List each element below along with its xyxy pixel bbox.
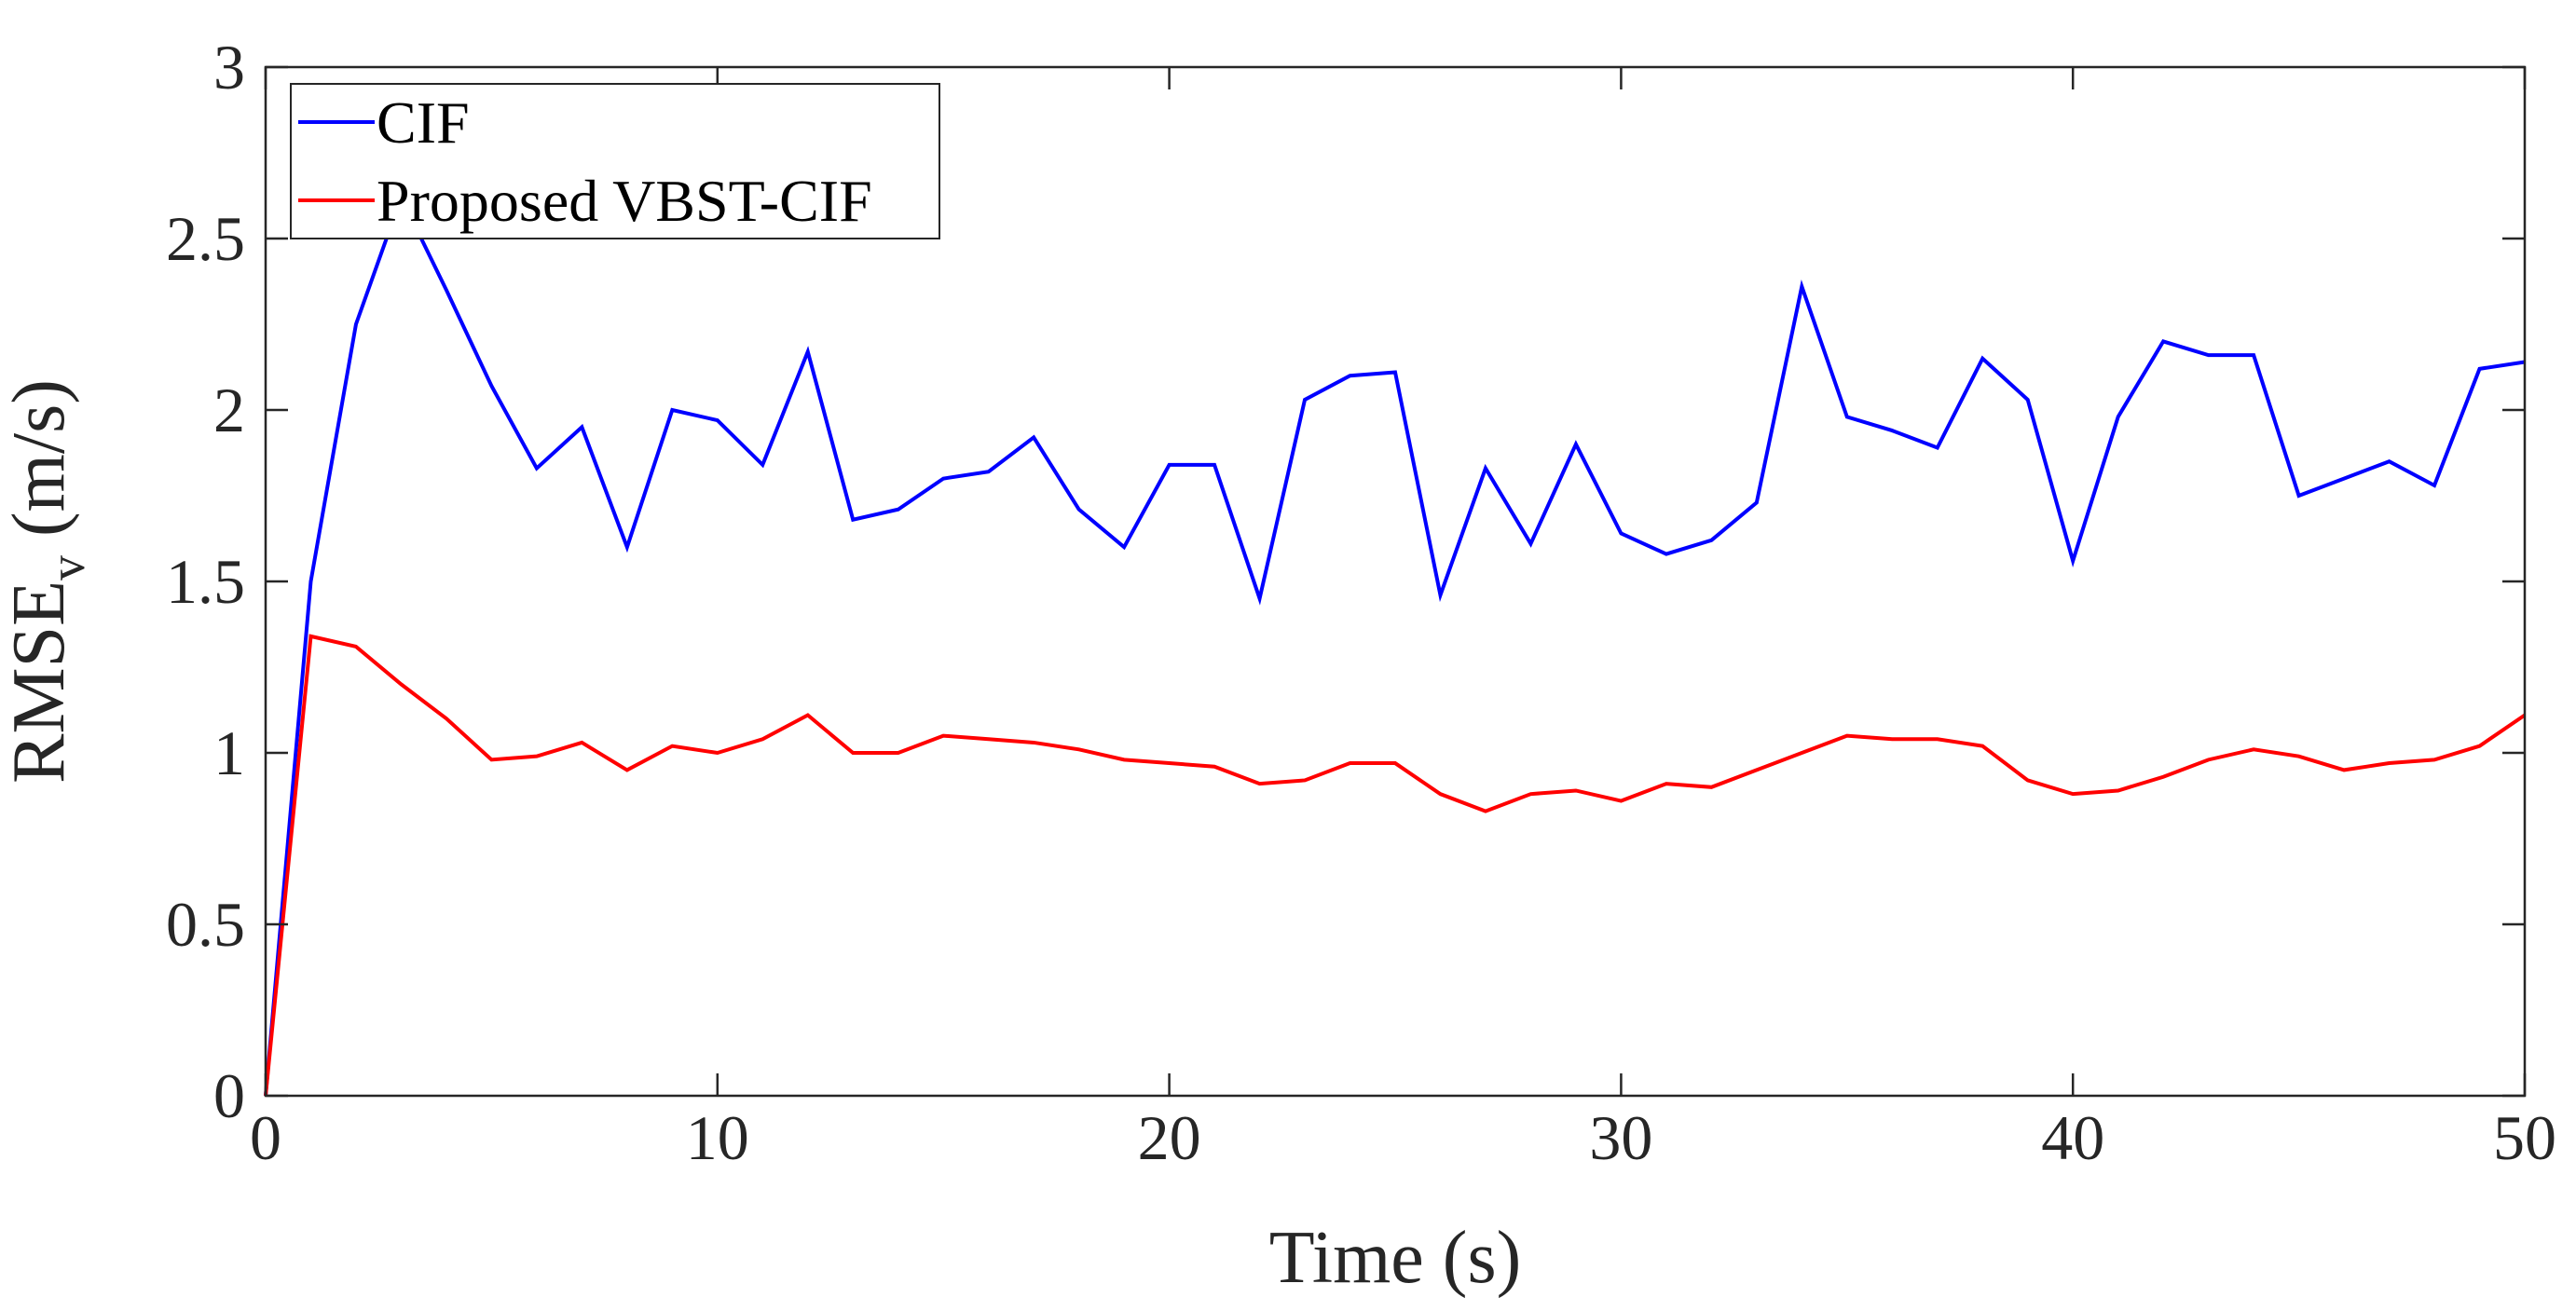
- y-axis-title-main: RMSE: [0, 580, 80, 784]
- legend-label-proposed-vbst-cif: Proposed VBST-CIF: [377, 168, 872, 234]
- x-tick-label: 0: [250, 1102, 281, 1173]
- x-tick-label: 50: [2493, 1102, 2556, 1173]
- legend-label-cif: CIF: [377, 89, 470, 156]
- x-tick-label: 10: [686, 1102, 749, 1173]
- y-tick-label: 2.5: [166, 203, 245, 274]
- legend-box: [290, 83, 940, 239]
- x-axis-title: Time (s): [1269, 1217, 1521, 1299]
- y-axis-title-subscript: v: [39, 555, 95, 580]
- svg-text:RMSEv (m/s): RMSEv (m/s): [0, 379, 95, 784]
- legend: CIF Proposed VBST-CIF: [290, 83, 940, 239]
- y-tick-label: 3: [213, 32, 245, 102]
- series-line-proposed-vbst-cif: [264, 634, 2527, 1097]
- series-line-cif: [264, 192, 2526, 1097]
- y-tick-label: 2: [213, 375, 245, 445]
- y-tick-label: 0: [213, 1060, 245, 1131]
- y-tick-label: 1: [213, 717, 245, 788]
- x-tick-label: 40: [2041, 1102, 2104, 1173]
- x-tick-label: 30: [1589, 1102, 1652, 1173]
- y-axis-title-unit: (m/s): [0, 379, 80, 555]
- y-tick-label: 0.5: [166, 889, 245, 960]
- y-axis-ticks: 0 0.5 1 1.5 2 2.5 3: [166, 32, 2525, 1131]
- x-axis-ticks: 0 10 20 30 40 50: [250, 67, 2556, 1173]
- y-tick-label: 1.5: [166, 546, 245, 617]
- series-layer: [264, 192, 2527, 1097]
- y-axis-title: RMSEv (m/s): [0, 379, 95, 784]
- x-tick-label: 20: [1138, 1102, 1201, 1173]
